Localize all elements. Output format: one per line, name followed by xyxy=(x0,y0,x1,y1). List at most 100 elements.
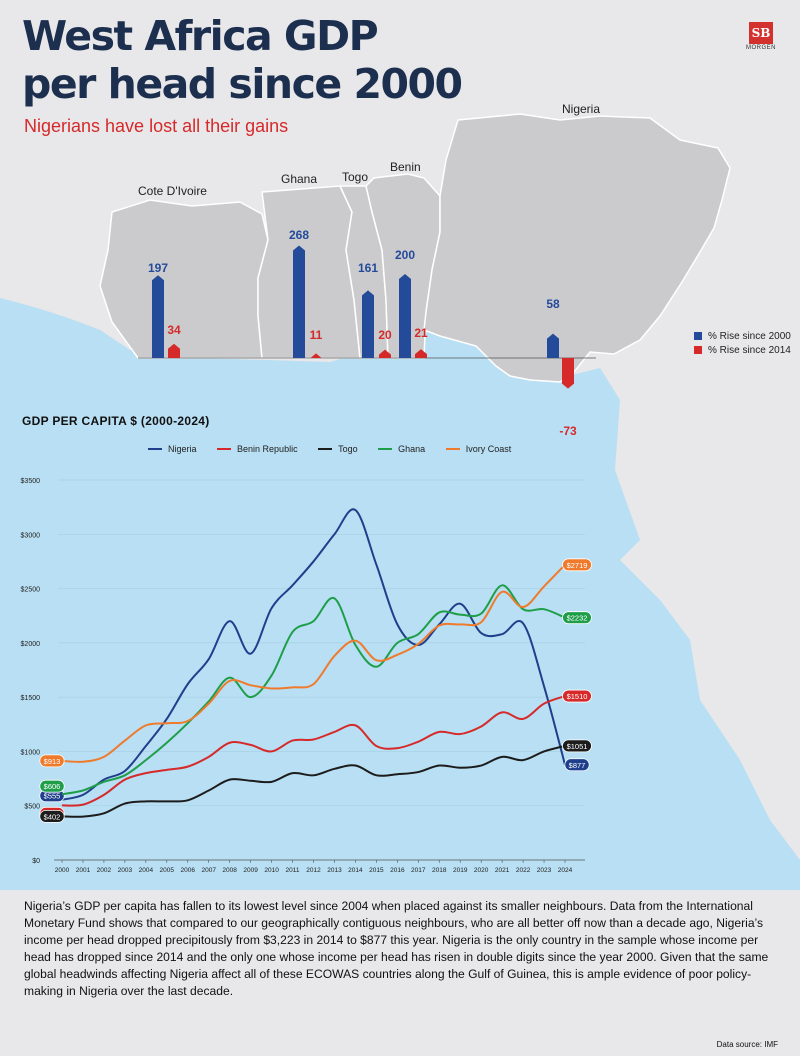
legend-label: Ivory Coast xyxy=(465,444,512,454)
series-line-nigeria xyxy=(61,508,566,801)
bar-label-nigeria-2014: -73 xyxy=(559,424,577,438)
x-tick-label: 2014 xyxy=(348,867,363,874)
x-tick-label: 2012 xyxy=(306,867,321,874)
title-line-2: per head since 2000 xyxy=(22,60,463,108)
legend-swatch-red xyxy=(694,346,702,354)
x-tick-label: 2005 xyxy=(160,867,175,874)
bar-label-togo-2014: 20 xyxy=(378,328,392,342)
country-name-ghana: Ghana xyxy=(281,172,318,186)
legend-line xyxy=(148,448,162,450)
bar-ghana-2014 xyxy=(310,353,322,359)
chart-legend: Nigeria Benin Republic Togo Ghana Ivory … xyxy=(148,444,529,454)
value-pill-togo xyxy=(39,809,65,823)
x-tick-label: 2013 xyxy=(327,867,342,874)
x-tick-label: 2004 xyxy=(139,867,154,874)
bar-label-benin-2014: 21 xyxy=(414,326,428,340)
bar-togo-2000 xyxy=(362,290,374,358)
legend-item-benin: Benin Republic xyxy=(217,444,298,454)
value-label-togo: $402 xyxy=(44,812,61,821)
legend-label: % Rise since 2000 xyxy=(708,331,791,342)
subtitle: Nigerians have lost all their gains xyxy=(24,116,289,136)
body-paragraph: Nigeria’s GDP per capita has fallen to i… xyxy=(24,899,769,999)
legend-line xyxy=(378,448,393,450)
x-tick-label: 2022 xyxy=(516,867,531,874)
x-tick-label: 2007 xyxy=(201,867,216,874)
series-line-ivory-coast xyxy=(61,564,566,763)
value-label-benin-republic: $1510 xyxy=(567,692,588,701)
bar-nigeria-2014 xyxy=(562,358,574,389)
data-source: Data source: IMF xyxy=(716,1040,778,1049)
value-pill-ivory-coast xyxy=(39,754,65,768)
x-tick-label: 2010 xyxy=(264,867,279,874)
x-tick-label: 2016 xyxy=(390,867,405,874)
logo-mark: SB xyxy=(749,22,773,44)
main-title: West Africa GDP per head since 2000 xyxy=(22,12,463,108)
x-tick-label: 2015 xyxy=(369,867,384,874)
bar-cote-d-ivoire-2014 xyxy=(168,343,180,358)
map-legend-rise-2014: % Rise since 2014 xyxy=(694,345,791,356)
value-label-togo: $1051 xyxy=(567,742,588,751)
bar-benin-2000 xyxy=(399,274,411,358)
x-tick-label: 2017 xyxy=(411,867,426,874)
y-tick-label: $1000 xyxy=(21,749,41,756)
x-tick-label: 2024 xyxy=(558,867,573,874)
bar-ghana-2000 xyxy=(293,245,305,358)
bar-togo-2014 xyxy=(379,349,391,358)
y-tick-label: $2000 xyxy=(21,641,41,648)
bar-cote-d-ivoire-2000 xyxy=(152,275,164,358)
legend-item-ghana: Ghana xyxy=(378,444,425,454)
y-tick-label: $3500 xyxy=(21,478,41,485)
bar-nigeria-2000 xyxy=(547,333,559,358)
legend-line xyxy=(445,448,460,450)
x-tick-label: 2003 xyxy=(118,867,133,874)
bar-label-ghana-2014: 11 xyxy=(309,328,323,342)
x-tick-label: 2001 xyxy=(76,867,91,874)
x-tick-label: 2006 xyxy=(181,867,196,874)
value-pill-benin-republic xyxy=(562,689,592,703)
x-tick-label: 2009 xyxy=(243,867,258,874)
country-name-cote-divoire: Cote D'Ivoire xyxy=(138,184,207,198)
country-name-nigeria: Nigeria xyxy=(562,102,601,116)
country-name-togo: Togo xyxy=(342,170,369,184)
value-label-ghana: $606 xyxy=(44,782,61,791)
value-label-ivory-coast: $2719 xyxy=(567,561,588,570)
legend-label: Togo xyxy=(338,444,358,454)
bar-label-cote-divoire-2014: 34 xyxy=(167,323,181,337)
bar-label-cote-divoire-2000: 197 xyxy=(147,261,169,275)
bar-label-togo-2000: 161 xyxy=(357,261,379,275)
value-label-ivory-coast: $913 xyxy=(44,757,61,766)
sea-area xyxy=(0,298,800,890)
legend-swatch-blue xyxy=(694,332,702,340)
bar-label-benin-2000: 200 xyxy=(394,248,416,262)
y-tick-label: $0 xyxy=(32,858,40,865)
value-pill-nigeria xyxy=(564,758,590,772)
y-tick-label: $2500 xyxy=(21,587,41,594)
legend-item-togo: Togo xyxy=(318,444,358,454)
value-pill-ivory-coast xyxy=(562,558,592,572)
legend-item-ivory-coast: Ivory Coast xyxy=(445,444,512,454)
map-legend-rise-2000: % Rise since 2000 xyxy=(694,331,791,342)
value-pill-togo xyxy=(562,739,592,753)
nigeria-shape xyxy=(423,113,731,383)
legend-label: Ghana xyxy=(398,444,426,454)
x-tick-label: 2023 xyxy=(537,867,552,874)
value-pill-ghana xyxy=(39,779,65,793)
x-tick-label: 2000 xyxy=(55,867,70,874)
bar-benin-2014 xyxy=(415,349,427,358)
x-tick-label: 2011 xyxy=(286,867,300,874)
chart-title: GDP PER CAPITA $ (2000-2024) xyxy=(22,414,210,428)
rise-bars xyxy=(152,245,574,389)
legend-label: % Rise since 2014 xyxy=(708,345,791,356)
logo-text: MORGEN xyxy=(746,45,776,51)
country-name-benin: Benin xyxy=(390,160,421,174)
value-pill-ghana xyxy=(562,611,592,625)
value-label-nigeria: $555 xyxy=(44,792,61,801)
legend-line xyxy=(318,448,333,450)
brand-logo: SB MORGEN xyxy=(741,22,781,51)
value-label-nigeria: $877 xyxy=(569,761,586,770)
series-line-benin-republic xyxy=(61,695,566,807)
legend-label: Nigeria xyxy=(168,444,197,454)
x-tick-label: 2019 xyxy=(453,867,468,874)
legend-line xyxy=(217,448,232,450)
